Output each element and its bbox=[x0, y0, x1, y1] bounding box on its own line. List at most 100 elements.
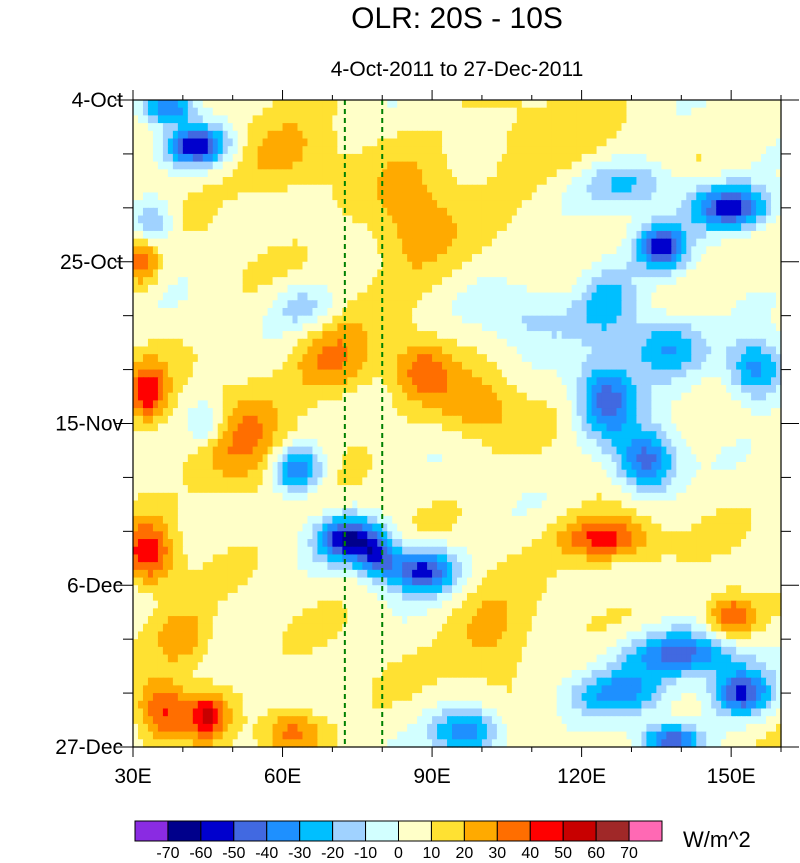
heatmap-cell bbox=[641, 331, 648, 340]
heatmap-cell bbox=[407, 354, 413, 363]
heatmap-cell bbox=[731, 115, 737, 124]
heatmap-cell bbox=[721, 169, 727, 178]
heatmap-cell bbox=[357, 161, 363, 170]
heatmap-cell bbox=[457, 346, 463, 355]
heatmap-cell bbox=[167, 284, 174, 294]
heatmap-cell bbox=[746, 269, 752, 278]
heatmap-cell bbox=[232, 284, 239, 294]
heatmap-cell bbox=[676, 346, 682, 355]
heatmap-cell bbox=[202, 207, 209, 217]
heatmap-cell bbox=[676, 331, 682, 340]
heatmap-cell bbox=[556, 107, 563, 116]
heatmap-cell bbox=[706, 246, 712, 255]
heatmap-cell bbox=[536, 361, 543, 371]
heatmap-cell bbox=[536, 100, 543, 109]
heatmap-cell bbox=[696, 153, 702, 163]
heatmap-cell bbox=[561, 300, 568, 309]
heatmap-cell bbox=[776, 323, 782, 332]
heatmap-cell bbox=[442, 100, 448, 109]
heatmap-cell bbox=[437, 315, 443, 324]
heatmap-cell bbox=[461, 169, 468, 178]
heatmap-cell bbox=[731, 146, 737, 155]
heatmap-cell bbox=[362, 261, 368, 271]
heatmap-cell bbox=[207, 300, 214, 309]
heatmap-cell bbox=[172, 146, 179, 155]
heatmap-cell bbox=[252, 277, 259, 286]
heatmap-cell bbox=[352, 223, 358, 232]
heatmap-cell bbox=[312, 315, 319, 324]
heatmap-cell bbox=[681, 361, 687, 371]
heatmap-cell bbox=[357, 215, 363, 224]
heatmap-cell bbox=[232, 338, 239, 348]
heatmap-cell bbox=[162, 184, 169, 194]
heatmap-cell bbox=[641, 346, 648, 355]
heatmap-cell bbox=[741, 315, 747, 324]
heatmap-cell bbox=[302, 192, 309, 201]
heatmap-cell bbox=[257, 138, 264, 147]
heatmap-cell bbox=[387, 107, 393, 116]
heatmap-cell bbox=[721, 338, 727, 348]
heatmap-cell bbox=[566, 384, 573, 394]
heatmap-cell bbox=[232, 354, 239, 363]
heatmap-cell bbox=[437, 307, 443, 317]
heatmap-cell bbox=[736, 123, 742, 132]
heatmap-cell bbox=[317, 300, 324, 309]
heatmap-cell bbox=[581, 169, 588, 178]
heatmap-cell bbox=[761, 107, 767, 116]
heatmap-cell bbox=[656, 369, 662, 378]
heatmap-cell bbox=[616, 261, 623, 271]
heatmap-cell bbox=[471, 254, 478, 263]
heatmap-cell bbox=[706, 254, 712, 263]
heatmap-cell bbox=[337, 177, 343, 186]
heatmap-cell bbox=[496, 254, 503, 263]
heatmap-cell bbox=[526, 300, 533, 309]
heatmap-cell bbox=[397, 354, 403, 363]
heatmap-cell bbox=[392, 100, 398, 109]
heatmap-cell bbox=[471, 346, 478, 355]
heatmap-cell bbox=[601, 292, 608, 301]
heatmap-cell bbox=[252, 138, 259, 147]
heatmap-cell bbox=[641, 377, 648, 386]
heatmap-cell bbox=[586, 184, 593, 194]
heatmap-cell bbox=[242, 269, 249, 278]
heatmap-cell bbox=[152, 361, 159, 371]
heatmap-cell bbox=[611, 300, 618, 309]
heatmap-cell bbox=[442, 338, 448, 348]
heatmap-cell bbox=[461, 223, 468, 232]
heatmap-cell bbox=[491, 138, 498, 147]
heatmap-cell bbox=[486, 377, 493, 386]
heatmap-cell bbox=[641, 292, 648, 301]
heatmap-cell bbox=[157, 169, 164, 178]
heatmap-cell bbox=[476, 130, 483, 140]
heatmap-cell bbox=[272, 138, 279, 147]
heatmap-cell bbox=[611, 338, 618, 348]
heatmap-cell bbox=[646, 307, 652, 317]
heatmap-cell bbox=[651, 346, 657, 355]
heatmap-cell bbox=[731, 307, 737, 317]
heatmap-cell bbox=[711, 177, 717, 186]
heatmap-cell bbox=[511, 107, 518, 116]
heatmap-cell bbox=[342, 130, 348, 140]
heatmap-cell bbox=[501, 246, 508, 255]
heatmap-cell bbox=[646, 369, 652, 378]
heatmap-cell bbox=[626, 177, 633, 186]
heatmap-cell bbox=[746, 184, 752, 194]
heatmap-cell bbox=[526, 177, 533, 186]
heatmap-cell bbox=[347, 377, 353, 386]
heatmap-cell bbox=[152, 130, 159, 140]
heatmap-cell bbox=[167, 392, 174, 401]
heatmap-cell bbox=[407, 307, 413, 317]
heatmap-cell bbox=[706, 184, 712, 194]
heatmap-cell bbox=[481, 369, 488, 378]
heatmap-cell bbox=[631, 261, 638, 271]
heatmap-cell bbox=[536, 261, 543, 271]
heatmap-cell bbox=[187, 261, 194, 271]
heatmap-cell bbox=[402, 230, 408, 240]
heatmap-cell bbox=[152, 223, 159, 232]
heatmap-cell bbox=[432, 153, 438, 163]
heatmap-cell bbox=[621, 369, 628, 378]
heatmap-cell bbox=[756, 169, 762, 178]
heatmap-cell bbox=[212, 184, 219, 194]
heatmap-cell bbox=[641, 184, 648, 194]
heatmap-cell bbox=[691, 184, 697, 194]
